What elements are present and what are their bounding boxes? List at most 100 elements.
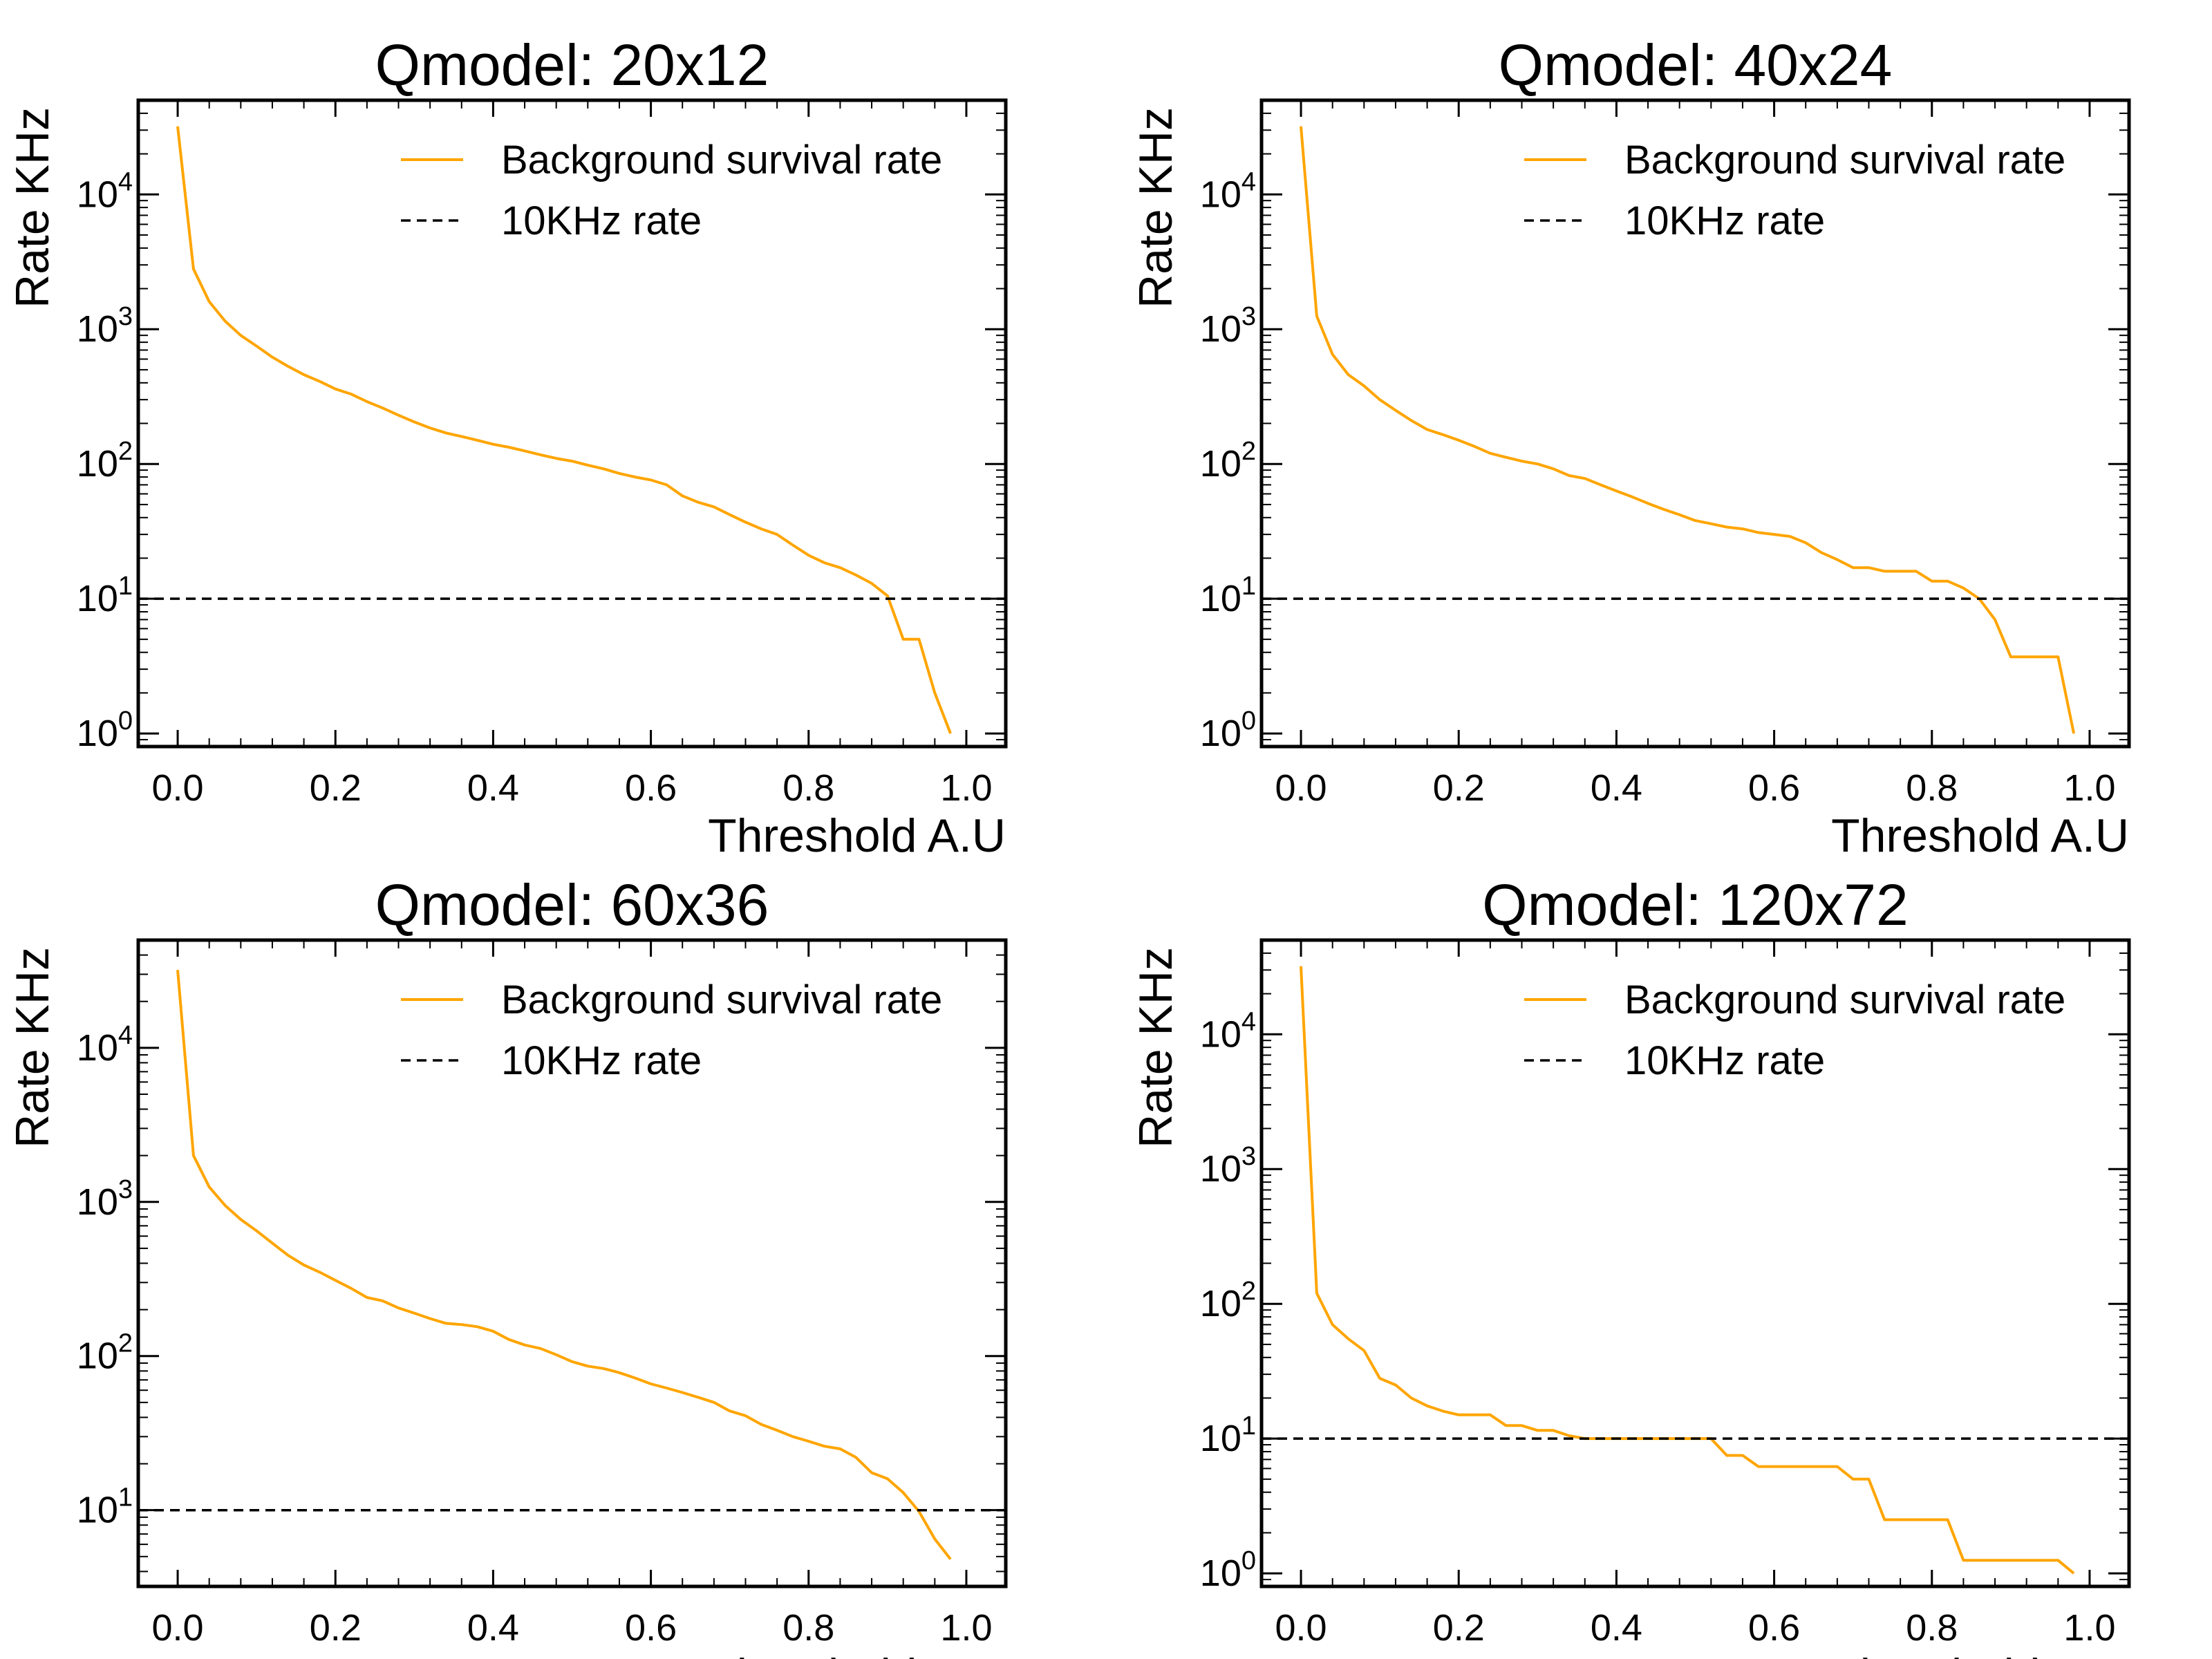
y-tick-exponent: 3 xyxy=(1241,302,1256,331)
x-tick-label: 0.8 xyxy=(782,767,834,809)
y-tick-exponent: 0 xyxy=(1241,706,1256,735)
y-tick-exponent: 2 xyxy=(1241,1277,1256,1306)
y-tick-label: 101 xyxy=(77,572,133,619)
y-tick-base: 10 xyxy=(77,174,118,215)
x-axis-label: Threshold A.U xyxy=(708,809,1006,862)
x-tick-label: 0.0 xyxy=(152,767,204,809)
chart-panel-2: Qmodel: 40x24 Rate KHz Threshold A.U 0.0 0.2… xyxy=(1130,32,2131,862)
y-tick-exponent: 0 xyxy=(118,706,133,735)
y-tick-label: 101 xyxy=(1200,572,1256,619)
x-tick-label: 0.4 xyxy=(1591,1607,1642,1649)
x-tick-label: 1.0 xyxy=(940,1607,992,1649)
y-tick-exponent: 1 xyxy=(1241,572,1256,601)
y-tick-base: 10 xyxy=(77,308,118,350)
y-tick-label: 102 xyxy=(1200,1277,1256,1324)
y-tick-base: 10 xyxy=(77,1335,118,1377)
y-tick-base: 10 xyxy=(77,578,118,619)
x-tick-label: 1.0 xyxy=(2063,767,2115,809)
x-tick-label: 0.4 xyxy=(1591,767,1642,809)
y-tick-exponent: 0 xyxy=(1241,1546,1256,1575)
x-tick-label: 0.8 xyxy=(1906,1607,1958,1649)
x-tick-label: 1.0 xyxy=(940,767,992,809)
legend-label: 10KHz rate xyxy=(1624,198,1825,243)
chart-panel-4: Qmodel: 120x72 Rate KHz Threshold A.U 0.0 0.… xyxy=(1130,872,2131,1659)
y-tick-base: 10 xyxy=(1200,578,1241,619)
legend-label: 10KHz rate xyxy=(1624,1038,1825,1083)
y-tick-exponent: 4 xyxy=(118,167,133,196)
legend-label: Background survival rate xyxy=(501,138,942,182)
x-tick-label: 0.6 xyxy=(1748,767,1800,809)
y-tick-exponent: 3 xyxy=(118,302,133,331)
y-tick-base: 10 xyxy=(1200,174,1241,215)
series-line-background-survival xyxy=(176,970,952,1560)
y-tick-base: 10 xyxy=(1200,1283,1241,1324)
y-tick-base: 10 xyxy=(1200,1418,1241,1459)
x-tick-label: 1.0 xyxy=(2063,1607,2115,1649)
series-line-background-survival xyxy=(1300,966,2075,1575)
y-tick-label: 102 xyxy=(77,437,133,485)
y-axis-label: Rate KHz xyxy=(6,947,59,1148)
y-tick-label: 102 xyxy=(1200,437,1256,485)
y-tick-exponent: 1 xyxy=(118,1483,133,1512)
x-tick-label: 0.6 xyxy=(625,1607,677,1649)
x-axis-label: Threshold A.U xyxy=(1831,1649,2129,1659)
y-tick-exponent: 3 xyxy=(1241,1142,1256,1171)
chart-title: Qmodel: 120x72 xyxy=(1482,872,1908,937)
chart-title: Qmodel: 60x36 xyxy=(375,872,769,937)
series-line-background-survival xyxy=(176,126,952,734)
y-tick-label: 101 xyxy=(77,1483,133,1531)
x-tick-label: 0.6 xyxy=(1748,1607,1800,1649)
y-tick-label: 104 xyxy=(77,167,133,215)
x-tick-label: 0.6 xyxy=(625,767,677,809)
x-tick-label: 0.8 xyxy=(782,1607,834,1649)
y-tick-exponent: 3 xyxy=(118,1175,133,1204)
y-tick-label: 101 xyxy=(1200,1412,1256,1459)
y-axis-label: Rate KHz xyxy=(1130,947,1182,1148)
y-axis-label: Rate KHz xyxy=(1130,107,1182,308)
x-tick-label: 0.0 xyxy=(1275,1607,1327,1649)
y-tick-exponent: 2 xyxy=(118,437,133,466)
legend-label: Background survival rate xyxy=(1624,138,2065,182)
x-tick-label: 0.2 xyxy=(310,767,362,809)
y-tick-label: 102 xyxy=(77,1329,133,1377)
x-tick-label: 0.0 xyxy=(152,1607,204,1649)
y-tick-base: 10 xyxy=(77,713,118,754)
x-tick-label: 0.2 xyxy=(310,1607,362,1649)
y-axis-label: Rate KHz xyxy=(6,107,59,308)
y-tick-label: 104 xyxy=(1200,167,1256,215)
legend-label: 10KHz rate xyxy=(501,1038,702,1083)
y-tick-label: 103 xyxy=(1200,302,1256,350)
y-tick-exponent: 4 xyxy=(1241,1007,1256,1036)
plot-frame xyxy=(136,938,1008,1588)
x-tick-label: 0.4 xyxy=(467,767,519,809)
legend-label: Background survival rate xyxy=(501,977,942,1022)
x-axis-label: Threshold A.U xyxy=(1831,809,2129,862)
y-tick-exponent: 2 xyxy=(1241,437,1256,466)
y-tick-exponent: 4 xyxy=(1241,167,1256,196)
y-tick-exponent: 1 xyxy=(118,572,133,601)
x-tick-label: 0.2 xyxy=(1433,767,1485,809)
plot-frame xyxy=(1259,98,2131,749)
x-axis-label: Threshold A.U xyxy=(708,1649,1006,1659)
series-line-background-survival xyxy=(1300,126,2076,734)
y-tick-label: 104 xyxy=(77,1021,133,1069)
y-tick-base: 10 xyxy=(1200,443,1241,485)
y-tick-base: 10 xyxy=(1200,713,1241,754)
chart-panel-1: Qmodel: 20x12 Rate KHz Threshold A.U 0.0 0.2… xyxy=(6,32,1008,862)
legend-label: Background survival rate xyxy=(1624,977,2065,1022)
chart-panel-3: Qmodel: 60x36 Rate KHz Threshold A.U 0.0 0.2… xyxy=(6,872,1008,1659)
y-tick-base: 10 xyxy=(1200,1553,1241,1594)
y-tick-label: 100 xyxy=(77,706,133,754)
y-tick-base: 10 xyxy=(77,443,118,485)
y-tick-label: 103 xyxy=(77,302,133,350)
chart-title: Qmodel: 40x24 xyxy=(1499,32,1893,97)
y-tick-base: 10 xyxy=(1200,1013,1241,1055)
y-tick-label: 100 xyxy=(1200,1546,1256,1594)
y-tick-label: 103 xyxy=(1200,1142,1256,1190)
y-tick-label: 100 xyxy=(1200,706,1256,754)
y-tick-base: 10 xyxy=(77,1181,118,1223)
y-tick-exponent: 2 xyxy=(118,1329,133,1358)
y-tick-label: 103 xyxy=(77,1175,133,1223)
plot-frame xyxy=(136,98,1008,749)
